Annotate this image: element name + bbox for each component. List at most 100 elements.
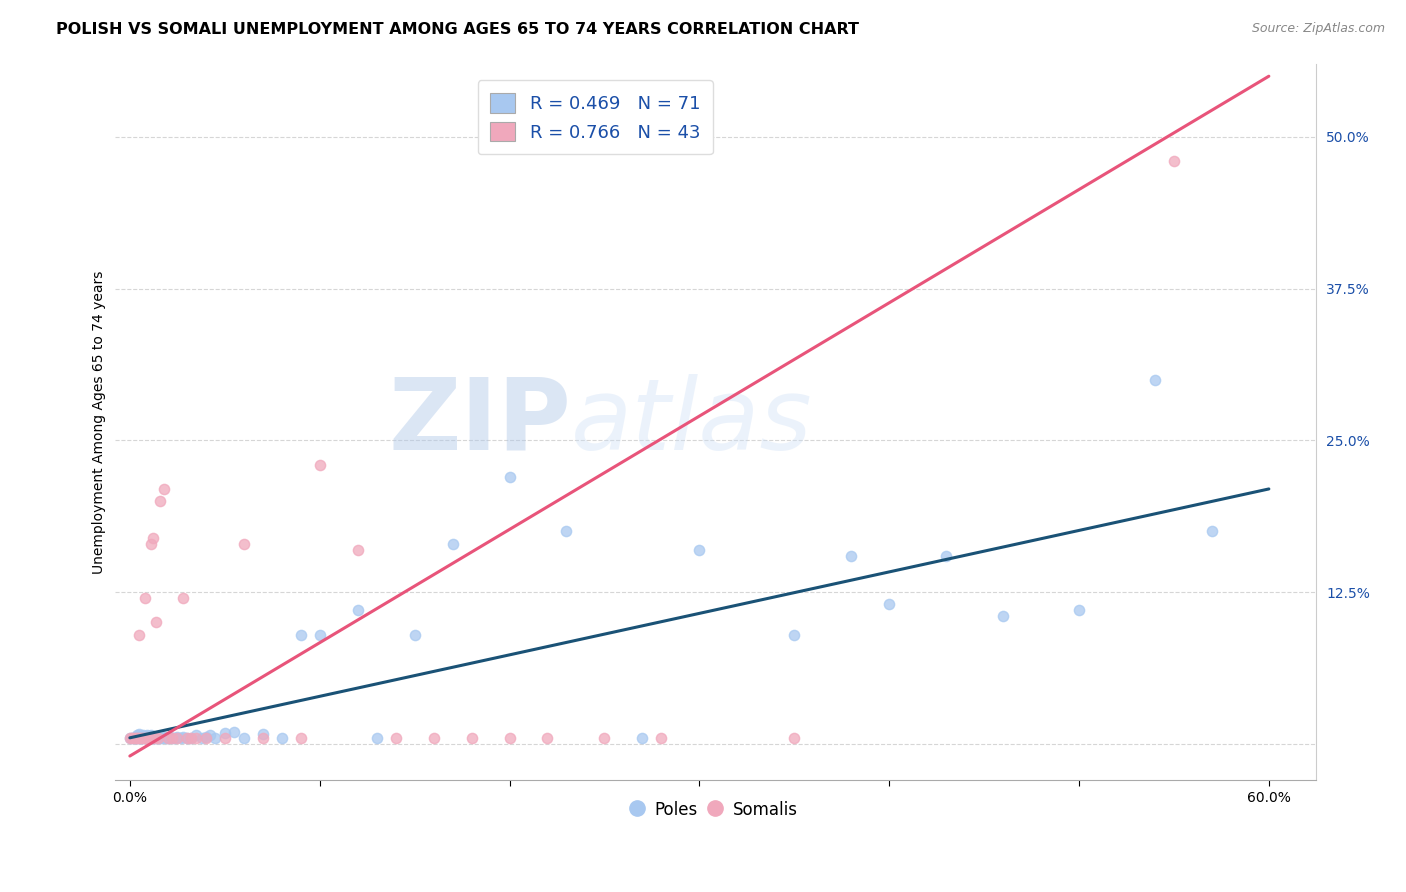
Point [156, 731, 179, 745]
Point [631, 731, 654, 745]
Point [290, 627, 312, 641]
Point [128, 731, 150, 745]
Point [136, 728, 159, 742]
Point [194, 730, 217, 744]
Point [160, 731, 183, 745]
Point [384, 731, 406, 745]
Point [404, 627, 426, 641]
Point [139, 731, 162, 745]
Point [204, 731, 226, 745]
Point [346, 542, 368, 557]
Point [186, 731, 208, 745]
Point [839, 549, 862, 563]
Point [498, 470, 520, 484]
Point [214, 726, 236, 740]
Text: ZIP: ZIP [388, 374, 571, 471]
Point [366, 731, 388, 745]
Point [142, 730, 165, 744]
Point [166, 730, 188, 744]
Point [143, 731, 166, 745]
Point [172, 591, 194, 606]
Point [308, 627, 330, 641]
Point [290, 731, 312, 745]
Point [783, 731, 806, 745]
Text: POLISH VS SOMALI UNEMPLOYMENT AMONG AGES 65 TO 74 YEARS CORRELATION CHART: POLISH VS SOMALI UNEMPLOYMENT AMONG AGES… [56, 22, 859, 37]
Point [124, 730, 146, 744]
Point [232, 731, 254, 745]
Point [498, 731, 520, 745]
Point [134, 730, 156, 744]
Point [176, 731, 198, 745]
Point [132, 731, 155, 745]
Point [129, 731, 152, 745]
Point [128, 731, 150, 745]
Point [127, 728, 149, 742]
Point [170, 731, 193, 745]
Point [153, 482, 176, 496]
Point [159, 730, 181, 744]
Point [1163, 154, 1185, 169]
Point [139, 728, 162, 742]
Point [1143, 373, 1166, 387]
Point [138, 731, 160, 745]
Point [145, 615, 167, 630]
Point [1201, 524, 1223, 539]
Point [148, 731, 170, 745]
Point [650, 731, 672, 745]
Point [134, 591, 156, 606]
Point [422, 731, 444, 745]
Point [935, 549, 957, 563]
Point [142, 731, 165, 745]
Point [441, 536, 464, 550]
Point [252, 727, 274, 741]
Point [180, 731, 202, 745]
Point [127, 731, 149, 745]
Point [688, 542, 710, 557]
Point [149, 731, 172, 745]
Point [121, 731, 143, 745]
Point [214, 731, 236, 745]
Point [186, 728, 208, 742]
Point [128, 727, 150, 741]
Point [1067, 603, 1090, 617]
Point [138, 731, 160, 745]
Point [143, 731, 166, 745]
Point [132, 728, 155, 742]
Legend: Poles, Somalis: Poles, Somalis [626, 795, 804, 826]
Point [156, 731, 179, 745]
Point [142, 531, 165, 545]
Text: Source: ZipAtlas.com: Source: ZipAtlas.com [1251, 22, 1385, 36]
Point [166, 731, 188, 745]
Point [460, 731, 482, 745]
Point [191, 731, 214, 745]
Point [180, 731, 202, 745]
Point [232, 536, 254, 550]
Point [124, 731, 146, 745]
Point [122, 731, 145, 745]
Point [138, 730, 160, 744]
Point [128, 730, 150, 744]
Point [172, 730, 194, 744]
Point [991, 609, 1014, 624]
Point [593, 731, 616, 745]
Point [165, 731, 187, 745]
Point [118, 731, 141, 745]
Point [224, 724, 246, 739]
Text: atlas: atlas [571, 374, 813, 471]
Point [134, 731, 156, 745]
Point [122, 731, 145, 745]
Point [160, 731, 183, 745]
Y-axis label: Unemployment Among Ages 65 to 74 years: Unemployment Among Ages 65 to 74 years [93, 270, 107, 574]
Point [134, 731, 156, 745]
Point [129, 731, 152, 745]
Point [128, 627, 150, 641]
Point [176, 731, 198, 745]
Point [270, 731, 292, 745]
Point [121, 731, 143, 745]
Point [783, 627, 806, 641]
Point [252, 731, 274, 745]
Point [136, 731, 159, 745]
Point [129, 731, 152, 745]
Point [127, 731, 149, 745]
Point [555, 524, 578, 539]
